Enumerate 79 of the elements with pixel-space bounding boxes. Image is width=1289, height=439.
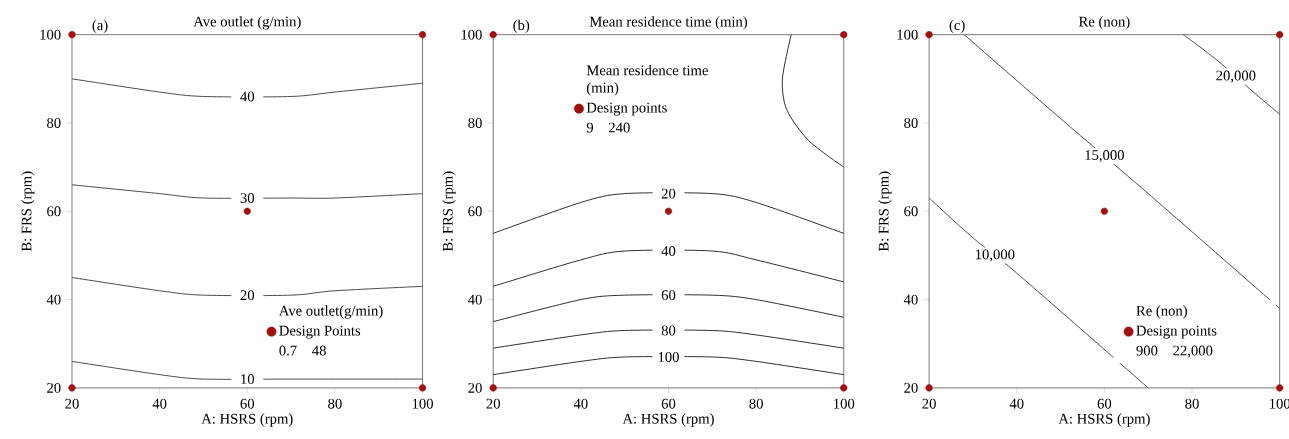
y-tick-label: 60	[904, 206, 918, 217]
legend-label: Design points	[1136, 325, 1217, 339]
x-tick-label: 20	[486, 398, 500, 409]
point	[418, 31, 427, 39]
text: (c)	[949, 20, 965, 34]
x-tick-label: 80	[749, 398, 763, 409]
point	[925, 384, 933, 392]
x-tick-label: 20	[65, 398, 79, 409]
point	[68, 384, 76, 392]
point	[489, 384, 497, 392]
series-label: 20	[661, 188, 676, 199]
y-axis-title: B: FRS (rpm)	[442, 171, 456, 252]
text: (a)	[92, 20, 108, 34]
point	[840, 384, 848, 392]
series-label: 20	[240, 290, 255, 301]
x-tick-label: 40	[573, 398, 588, 409]
chart-title: Re (non)	[1078, 16, 1130, 30]
y-tick-label: 100	[897, 29, 918, 40]
x-tick-label: 80	[1185, 398, 1199, 409]
y-tick-label: 100	[40, 29, 61, 40]
point	[1100, 207, 1108, 216]
legend-title: Ave outlet(g/min)	[278, 305, 383, 319]
x-tick-label: 60	[240, 398, 255, 409]
series-label: 20,000	[1216, 70, 1256, 83]
point	[243, 207, 251, 216]
y-tick-label: 60	[47, 206, 61, 217]
annotation: 900	[1136, 345, 1158, 356]
x-tick-label: 40	[152, 398, 167, 409]
x-tick-label: 20	[922, 398, 936, 409]
series-label: 30	[240, 193, 255, 204]
annotation: 9	[586, 122, 594, 133]
legend-label: Design Points	[279, 325, 361, 339]
x-tick-label: 80	[328, 398, 342, 409]
annotation: 240	[608, 122, 630, 133]
text: (b)	[513, 20, 530, 34]
annotation: 22,000	[1173, 345, 1213, 358]
series-label: 80	[661, 325, 676, 336]
annotation: 48	[312, 345, 326, 356]
y-axis-title: B: FRS (rpm)	[878, 171, 892, 252]
legend-title: Mean residence time (min)	[586, 65, 708, 96]
y-tick-label: 40	[46, 294, 61, 305]
x-axis-title: A: HSRS (rpm)	[622, 413, 714, 427]
x-tick-label: 100	[834, 398, 855, 409]
series-label: 100	[658, 352, 679, 363]
y-tick-label: 20	[47, 383, 61, 394]
point	[489, 31, 497, 39]
series-label: 10	[241, 374, 255, 385]
point	[840, 31, 848, 39]
series-label: 40	[661, 246, 676, 257]
x-tick-label: 60	[1097, 398, 1112, 409]
series-label: 15,000	[1085, 150, 1124, 163]
series-label: 60	[661, 290, 676, 301]
y-tick-label: 60	[468, 206, 482, 217]
point	[418, 384, 427, 392]
point	[68, 31, 76, 39]
legend-title: Re (non)	[1136, 305, 1187, 319]
annotation: 0.7	[279, 345, 297, 356]
x-tick-label: 40	[1009, 398, 1024, 409]
y-tick-label: 80	[904, 118, 918, 129]
y-tick-label: 80	[47, 118, 61, 129]
y-tick-label: 40	[903, 294, 918, 305]
series-label: 40	[240, 91, 255, 102]
point	[664, 207, 673, 216]
point	[925, 31, 933, 39]
y-tick-label: 20	[904, 383, 918, 394]
series-label: 10,000	[975, 249, 1015, 262]
y-tick-label: 100	[461, 29, 482, 40]
y-tick-label: 20	[468, 383, 482, 394]
line-series	[781, 34, 845, 168]
x-axis-title: A: HSRS (rpm)	[201, 413, 293, 427]
y-axis-title: B: FRS (rpm)	[21, 171, 35, 252]
chart-title: Mean residence time (min)	[589, 16, 748, 30]
chart-title: Ave outlet (g/min)	[193, 16, 301, 30]
x-tick-label: 100	[412, 398, 433, 409]
y-tick-label: 40	[468, 294, 482, 305]
x-tick-label: 60	[661, 398, 676, 409]
legend-label: Design points	[586, 102, 667, 116]
y-tick-label: 80	[468, 118, 482, 129]
x-axis-title: A: HSRS (rpm)	[1058, 413, 1150, 427]
